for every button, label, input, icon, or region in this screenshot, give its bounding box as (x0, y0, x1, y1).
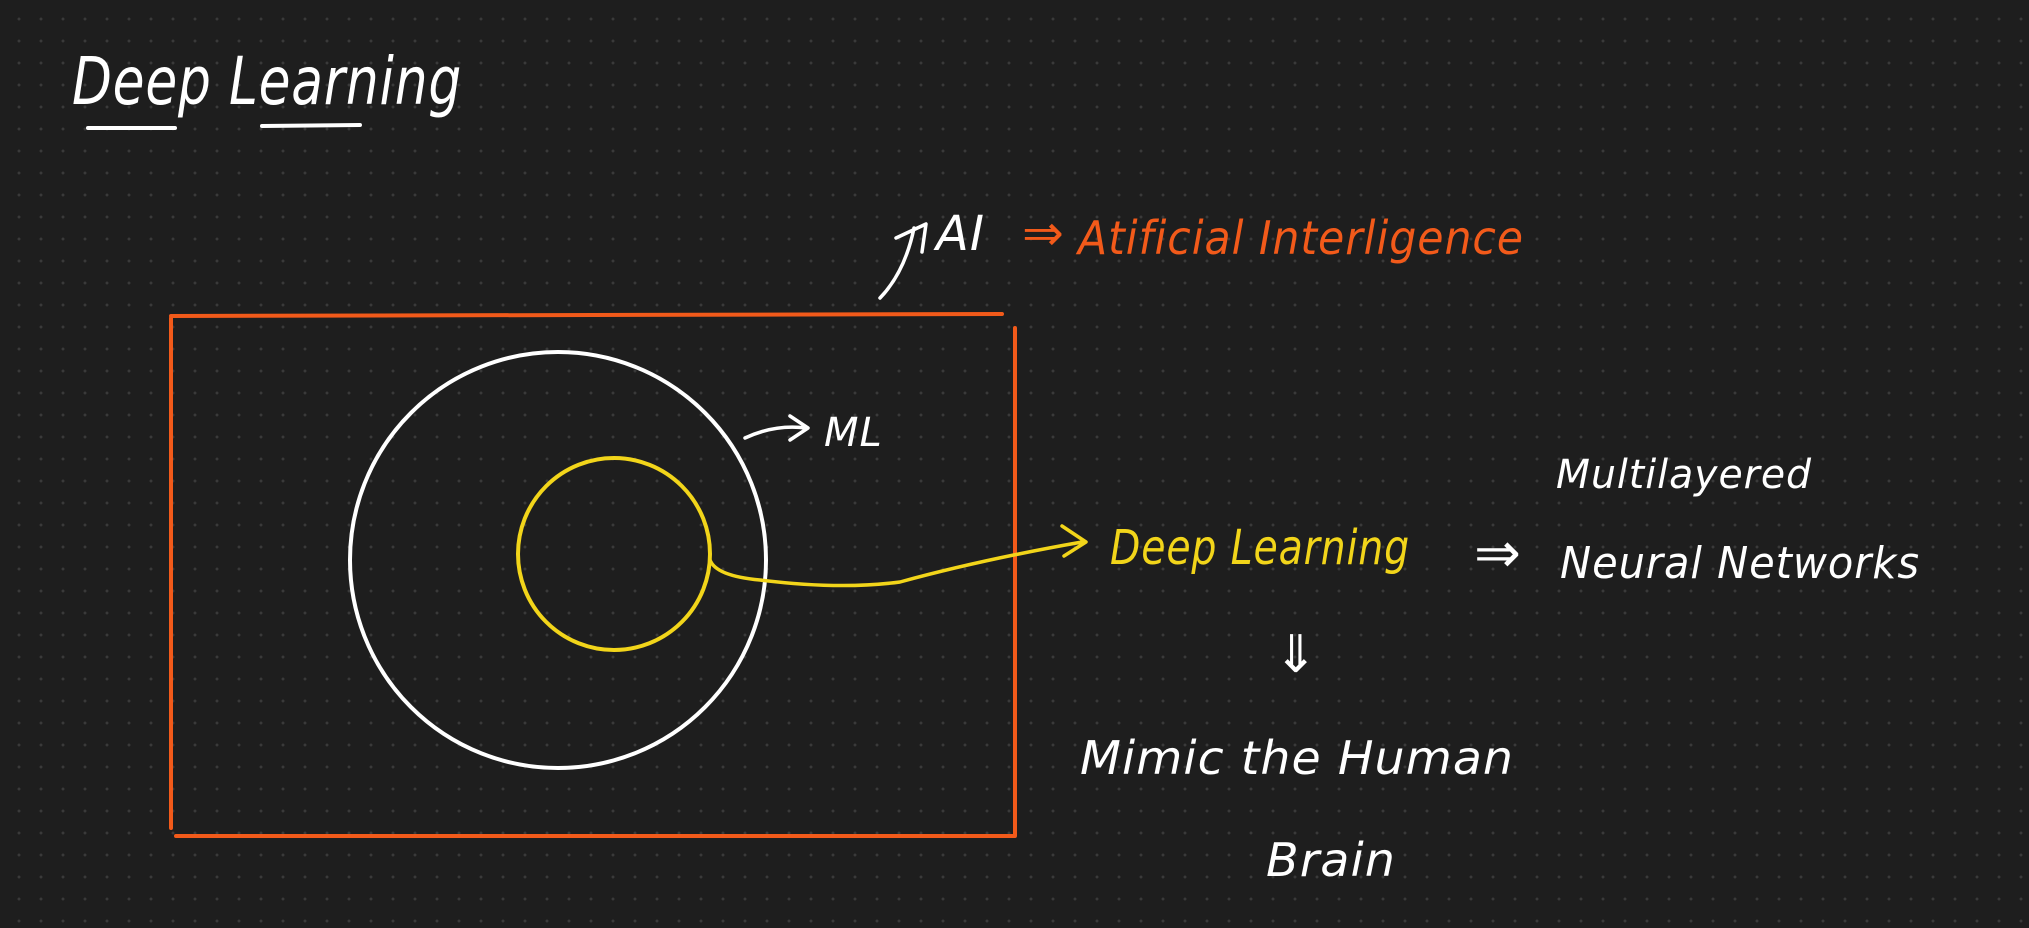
page-title: Deep Learning (72, 43, 462, 120)
title-underline-2 (260, 123, 362, 128)
ai-implies-symbol: ⇒ (1022, 204, 1064, 262)
nn-line1: Multilayered (1556, 452, 1812, 498)
ai-box (169, 312, 1017, 838)
down-implies-symbol: ⇓ (1274, 625, 1318, 685)
ml-circle (348, 350, 768, 770)
dl-label: Deep Learning (1110, 520, 1410, 576)
nn-implies-symbol: ⇒ (1474, 521, 1521, 586)
ml-label: ML (824, 410, 883, 456)
mimic-line1: Mimic the Human (1080, 731, 1514, 785)
dl-circle (516, 456, 712, 652)
ai-arrow (878, 222, 928, 300)
ai-expansion: Atificial Interligence (1075, 211, 1524, 265)
ai-label: AI (933, 206, 985, 262)
dl-connector-arrow (708, 524, 1088, 588)
ml-arrow (743, 414, 810, 442)
mimic-line2: Brain (1266, 833, 1396, 887)
nn-line2: Neural Networks (1560, 538, 1920, 589)
